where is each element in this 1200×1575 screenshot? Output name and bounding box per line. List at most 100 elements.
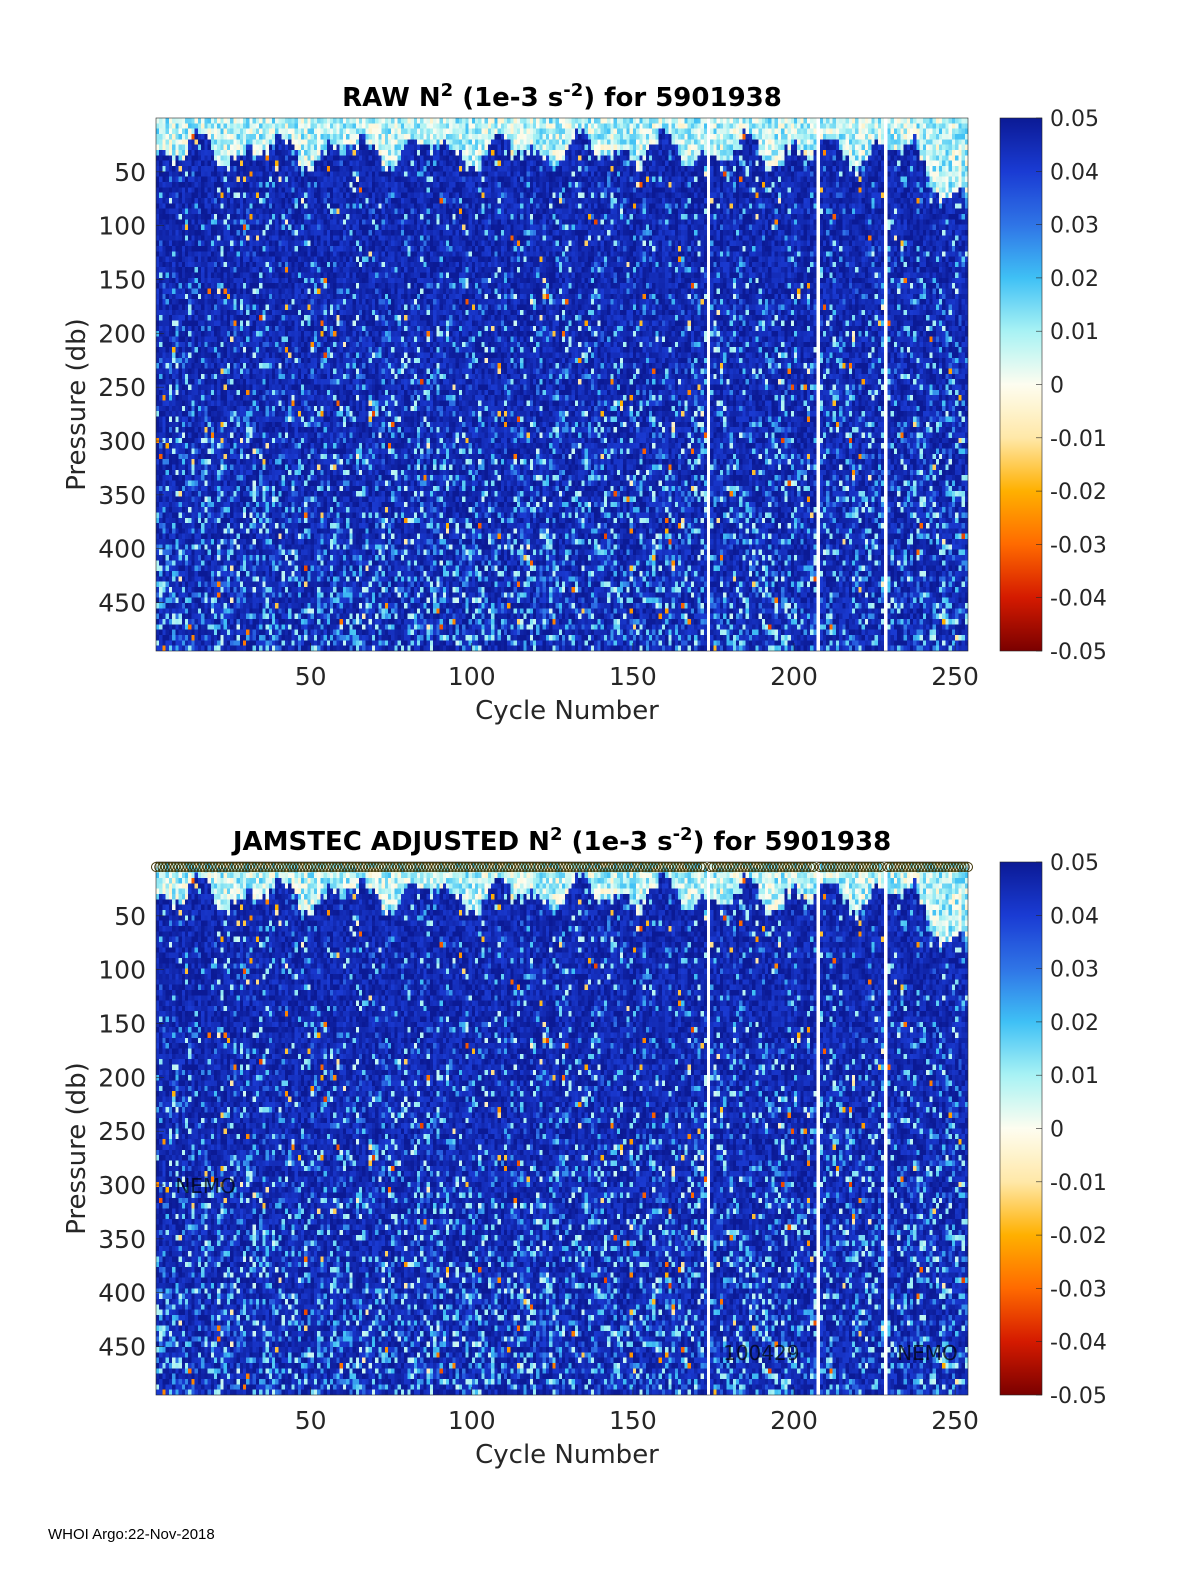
annotation-label: 100429 bbox=[723, 1341, 799, 1365]
cycle-marker bbox=[492, 862, 503, 872]
cycle-marker bbox=[921, 862, 932, 872]
cycle-marker bbox=[412, 862, 422, 872]
cycle-marker bbox=[263, 862, 274, 872]
colorbar-tick-label: -0.02 bbox=[1050, 480, 1107, 505]
cycle-marker bbox=[347, 862, 358, 872]
cycle-marker bbox=[924, 862, 935, 872]
cycle-marker bbox=[666, 862, 677, 872]
cycle-marker bbox=[827, 862, 838, 872]
colorbar-tick-label: 0.02 bbox=[1050, 1011, 1099, 1036]
cycle-marker bbox=[892, 862, 903, 872]
cycle-marker bbox=[843, 862, 854, 872]
cycle-marker bbox=[231, 862, 242, 872]
cycle-marker bbox=[869, 862, 880, 872]
cycle-marker bbox=[637, 862, 648, 872]
cycle-marker bbox=[595, 862, 606, 872]
cycle-marker bbox=[747, 862, 758, 872]
cycle-marker bbox=[656, 862, 667, 872]
y-tick-label: 50 bbox=[114, 902, 146, 931]
cycle-marker bbox=[772, 862, 783, 872]
cycle-marker bbox=[457, 862, 468, 872]
cycle-marker bbox=[479, 862, 490, 872]
cycle-marker bbox=[154, 862, 165, 872]
cycle-marker bbox=[489, 862, 500, 872]
cycle-marker bbox=[421, 862, 432, 872]
cycle-marker bbox=[176, 862, 187, 872]
cycle-marker bbox=[363, 862, 374, 872]
cycle-marker bbox=[495, 862, 506, 872]
colorbar-tick-label: -0.03 bbox=[1050, 1277, 1107, 1302]
cycle-marker bbox=[711, 862, 722, 872]
cycle-marker bbox=[431, 862, 442, 872]
colorbar-tick-label: 0.01 bbox=[1050, 1064, 1099, 1089]
cycle-marker bbox=[579, 862, 590, 872]
cycle-marker bbox=[408, 862, 419, 872]
colorbar-tick-label: 0 bbox=[1050, 1118, 1064, 1143]
cycle-marker bbox=[618, 862, 629, 872]
cycle-marker bbox=[515, 862, 526, 872]
cycle-marker bbox=[276, 862, 287, 872]
cycle-marker bbox=[760, 862, 770, 872]
cycle-marker bbox=[370, 862, 381, 872]
cycle-marker bbox=[930, 862, 941, 872]
cycle-marker bbox=[724, 862, 735, 872]
cycle-marker bbox=[315, 862, 326, 872]
cycle-marker bbox=[244, 862, 255, 872]
colorbar bbox=[999, 861, 1043, 1396]
cycle-marker bbox=[953, 862, 964, 872]
cycle-marker bbox=[186, 862, 197, 872]
y-tick-label: 250 bbox=[98, 373, 146, 402]
colorbar-tick-label: -0.04 bbox=[1050, 1331, 1107, 1356]
cycle-marker bbox=[911, 862, 922, 872]
cycle-marker bbox=[528, 862, 538, 872]
cycle-marker bbox=[640, 862, 651, 872]
x-tick-label: 200 bbox=[770, 1406, 818, 1435]
cycle-marker bbox=[453, 862, 464, 872]
cycle-marker bbox=[447, 862, 458, 872]
cycle-marker bbox=[415, 862, 426, 872]
cycle-marker bbox=[241, 862, 252, 872]
colorbar-tick-label: -0.04 bbox=[1050, 587, 1107, 612]
cycle-marker bbox=[379, 862, 390, 872]
cycle-marker bbox=[840, 862, 851, 872]
cycle-marker bbox=[940, 862, 951, 872]
x-tick-label: 100 bbox=[448, 1406, 496, 1435]
x-tick-label: 50 bbox=[295, 662, 327, 691]
cycle-marker bbox=[785, 862, 796, 872]
cycle-marker bbox=[769, 862, 780, 872]
cycle-marker bbox=[341, 862, 352, 872]
cycle-marker bbox=[247, 862, 258, 872]
cycle-marker bbox=[837, 862, 848, 872]
y-tick-label: 300 bbox=[98, 1171, 146, 1200]
cycle-marker bbox=[798, 862, 809, 872]
cycle-marker bbox=[847, 862, 857, 872]
cycle-marker bbox=[373, 862, 384, 872]
y-tick-label: 50 bbox=[114, 158, 146, 187]
colorbar bbox=[999, 117, 1043, 652]
cycle-marker bbox=[254, 862, 265, 872]
y-tick-label: 300 bbox=[98, 427, 146, 456]
cycle-marker bbox=[376, 862, 387, 872]
cycle-marker bbox=[450, 862, 461, 872]
cycle-marker bbox=[270, 862, 281, 872]
cycle-marker bbox=[312, 862, 323, 872]
cycle-marker bbox=[818, 862, 828, 872]
cycle-marker bbox=[389, 862, 400, 872]
colorbar-tick-label: -0.05 bbox=[1050, 640, 1107, 665]
cycle-marker bbox=[676, 862, 687, 872]
cycle-marker bbox=[331, 862, 342, 872]
cycle-marker bbox=[260, 862, 271, 872]
cycle-marker bbox=[563, 862, 574, 872]
cycle-marker bbox=[366, 862, 377, 872]
cycle-marker bbox=[718, 862, 729, 872]
cycle-marker bbox=[286, 862, 297, 872]
y-tick-label: 450 bbox=[98, 589, 146, 618]
cycle-marker bbox=[946, 862, 957, 872]
colorbar-tick-label: 0 bbox=[1050, 374, 1064, 399]
cycle-marker bbox=[170, 862, 181, 872]
y-axis-label: Pressure (db) bbox=[62, 1062, 92, 1235]
cycle-marker bbox=[914, 862, 925, 872]
cycle-marker bbox=[740, 862, 751, 872]
cycle-marker bbox=[302, 862, 313, 872]
cycle-marker bbox=[689, 862, 700, 872]
